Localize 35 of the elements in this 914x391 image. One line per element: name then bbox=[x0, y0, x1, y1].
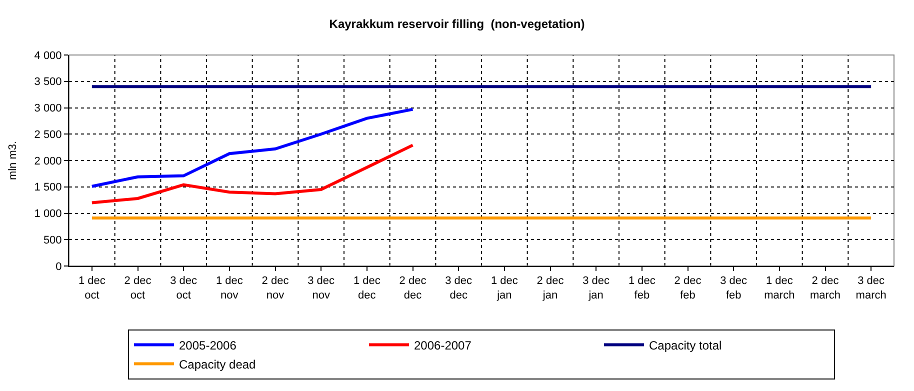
x-tick-label: 2 dec feb bbox=[674, 275, 702, 302]
line-series bbox=[90, 108, 414, 188]
y-tick-label: 0 bbox=[56, 260, 62, 273]
x-tick-label: 1 dec dec bbox=[353, 275, 381, 302]
x-tick-label: 2 dec nov bbox=[262, 275, 290, 302]
y-tick-label: 500 bbox=[43, 234, 62, 246]
y-tick-label: 4 000 bbox=[34, 50, 62, 62]
chart-title: Kayrakkum reservoir filling (non-vegetation) bbox=[329, 16, 585, 31]
x-tick-label: 2 dec oct bbox=[124, 275, 152, 302]
x-tick-label: 1 dec nov bbox=[216, 275, 244, 302]
x-tick-label: 1 dec feb bbox=[628, 275, 656, 302]
x-tick-label: 3 dec dec bbox=[445, 275, 473, 302]
line-series bbox=[90, 144, 414, 204]
y-tick-label: 2 500 bbox=[34, 128, 62, 141]
y-axis-title: mln m3. bbox=[6, 140, 19, 180]
y-tick-label: 1 000 bbox=[34, 208, 62, 220]
x-tick-label: 2 dec jan bbox=[536, 275, 564, 302]
y-tick-label: 3 000 bbox=[34, 102, 62, 115]
x-tick-label: 1 dec march bbox=[764, 275, 795, 302]
y-tick-label: 1 500 bbox=[34, 182, 62, 194]
y-tick-label: 2 000 bbox=[34, 155, 62, 168]
x-tick-label: 3 dec oct bbox=[170, 275, 198, 302]
legend-label: 2006-2007 bbox=[414, 338, 472, 352]
x-tick-label: 2 dec march bbox=[810, 275, 841, 302]
x-tick-label: 2 dec dec bbox=[399, 275, 427, 302]
y-tick-label: 3 500 bbox=[34, 76, 62, 88]
x-tick-label: 3 dec nov bbox=[308, 275, 336, 302]
x-tick-label: 1 dec oct bbox=[78, 275, 106, 302]
legend-label: 2005-2006 bbox=[179, 338, 237, 352]
x-tick-label: 3 dec march bbox=[856, 275, 886, 302]
x-tick-label: 1 dec jan bbox=[490, 275, 518, 302]
legend-label: Capacity total bbox=[649, 338, 722, 352]
legend-label: Capacity dead bbox=[179, 357, 256, 372]
x-tick-label: 3 dec jan bbox=[582, 275, 610, 302]
x-tick-label: 3 dec feb bbox=[720, 275, 748, 302]
